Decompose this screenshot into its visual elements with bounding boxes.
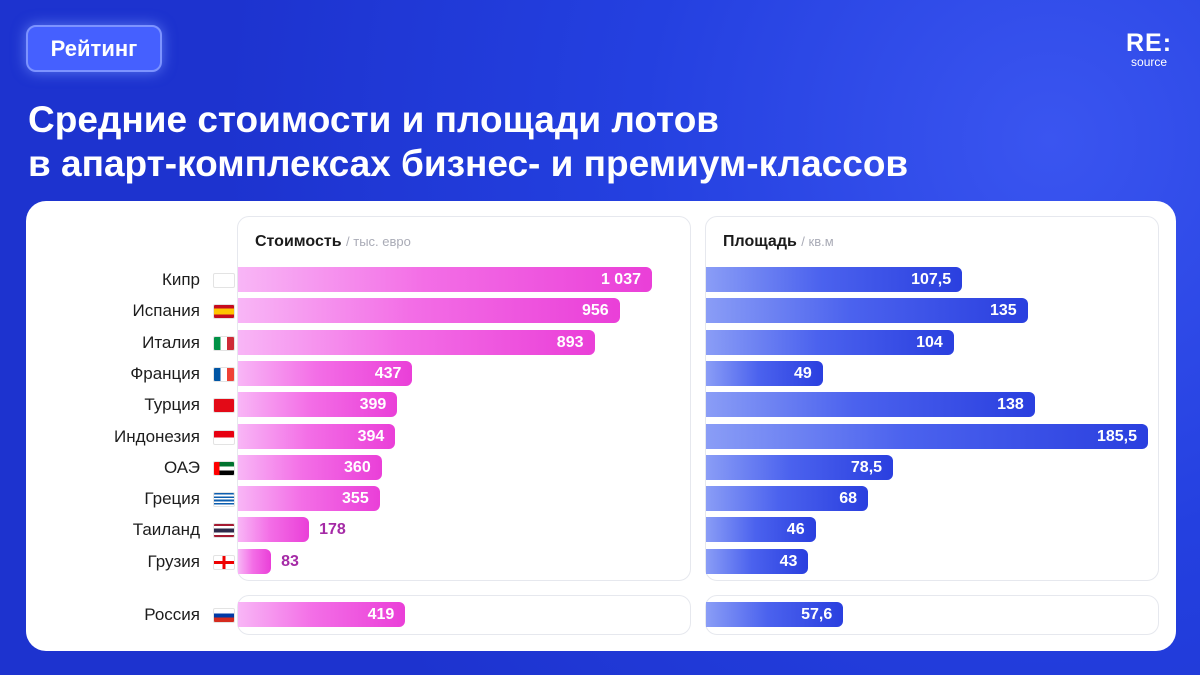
area-value-label: 57,6 [801,606,833,623]
country-label: Турция [144,395,200,415]
cost-value-label: 419 [367,606,395,623]
area-value-label: 138 [997,396,1024,414]
italy-flag-icon [213,335,235,351]
country-label: Франция [130,363,200,383]
spain-flag-icon [213,304,235,320]
uae-flag-icon [213,460,235,476]
country-label: Греция [144,489,200,509]
area-value-label: 43 [779,552,798,570]
cost-value-label: 355 [342,490,369,508]
france-flag-icon [213,366,235,382]
cost-bar: 355 [238,486,380,512]
area-bar: 78,5 [706,454,894,480]
cost-bar [238,548,272,574]
logo-line2: source [1131,55,1168,69]
turkey-flag-icon [213,398,235,414]
resource-logo: RE: source [1126,30,1172,68]
area-unit-text: кв.м [808,234,834,249]
area-value-label: 135 [989,302,1017,320]
country-label: Таиланд [132,520,200,540]
greece-flag-icon [213,492,235,508]
area-bar: 68 [706,486,869,512]
area-value-label: 46 [786,521,805,539]
country-label: Грузия [147,551,200,571]
area-bar: 43 [706,548,809,574]
cost-bar: 394 [238,423,396,449]
area-value-label: 185,5 [1096,427,1137,445]
area-bar: 135 [706,298,1028,324]
russia-flag-icon [213,608,235,623]
area-bar: 138 [706,392,1035,418]
cost-value-label: 83 [281,552,299,570]
area-value-label: 107,5 [911,271,952,288]
cost-unit: / тыс. евро [346,234,411,249]
country-label: ОАЭ [163,457,200,477]
cost-bar: 893 [238,329,595,355]
area-title: Площадь [723,233,797,250]
cost-panel-title: Стоимость / тыс. евро [255,233,411,251]
indonesia-flag-icon [213,429,235,445]
cost-value-label: 1 037 [600,271,641,288]
area-bar: 185,5 [706,423,1148,449]
area-value-label: 68 [839,490,858,508]
cost-bar: 1 037 [238,267,652,292]
page-title: Средние стоимости и площади лотов в апар… [28,98,908,186]
thailand-flag-icon [213,523,235,539]
country-label: Италия [142,332,200,352]
area-unit: / кв.м [801,234,834,249]
cost-bar: 956 [238,298,620,324]
cost-value-label: 437 [374,364,402,382]
area-bar: 49 [706,360,823,386]
area-bar: 57,6 [706,602,844,627]
cost-bar: 419 [238,602,406,627]
chart-card: Стоимость / тыс. евро Площадь / кв.м Кип… [26,201,1176,651]
cost-value-label: 956 [581,302,609,320]
cost-value-label: 399 [359,396,387,414]
area-bar: 104 [706,329,954,355]
title-line1: Средние стоимости и площади лотов [28,99,720,140]
area-bar: 46 [706,517,816,543]
cost-value-label: 360 [344,458,371,476]
area-bar: 107,5 [706,267,963,292]
cost-title: Стоимость [255,233,342,250]
area-value-label: 78,5 [850,458,883,476]
area-value-label: 49 [793,364,812,382]
cost-value-label: 893 [556,333,584,351]
title-line2: в апарт-комплексах бизнес- и премиум-кла… [28,143,909,184]
logo-line1: RE: [1126,29,1173,57]
cost-bar: 360 [238,454,382,480]
cost-value-label: 178 [319,521,346,539]
cost-bar: 437 [238,360,413,386]
area-value-label: 104 [916,333,943,351]
cost-bar [238,517,310,543]
cost-value-label: 394 [357,427,385,445]
cost-unit-text: тыс. евро [353,234,411,249]
cyprus-flag-icon [213,273,235,288]
country-label: Испания [132,301,200,321]
country-label: Россия [144,605,200,624]
area-panel-title: Площадь / кв.м [723,233,834,251]
georgia-flag-icon [213,554,235,570]
cost-bar: 399 [238,392,398,418]
rating-tag: Рейтинг [26,25,162,72]
country-label: Индонезия [114,426,200,446]
country-label: Кипр [161,270,200,289]
